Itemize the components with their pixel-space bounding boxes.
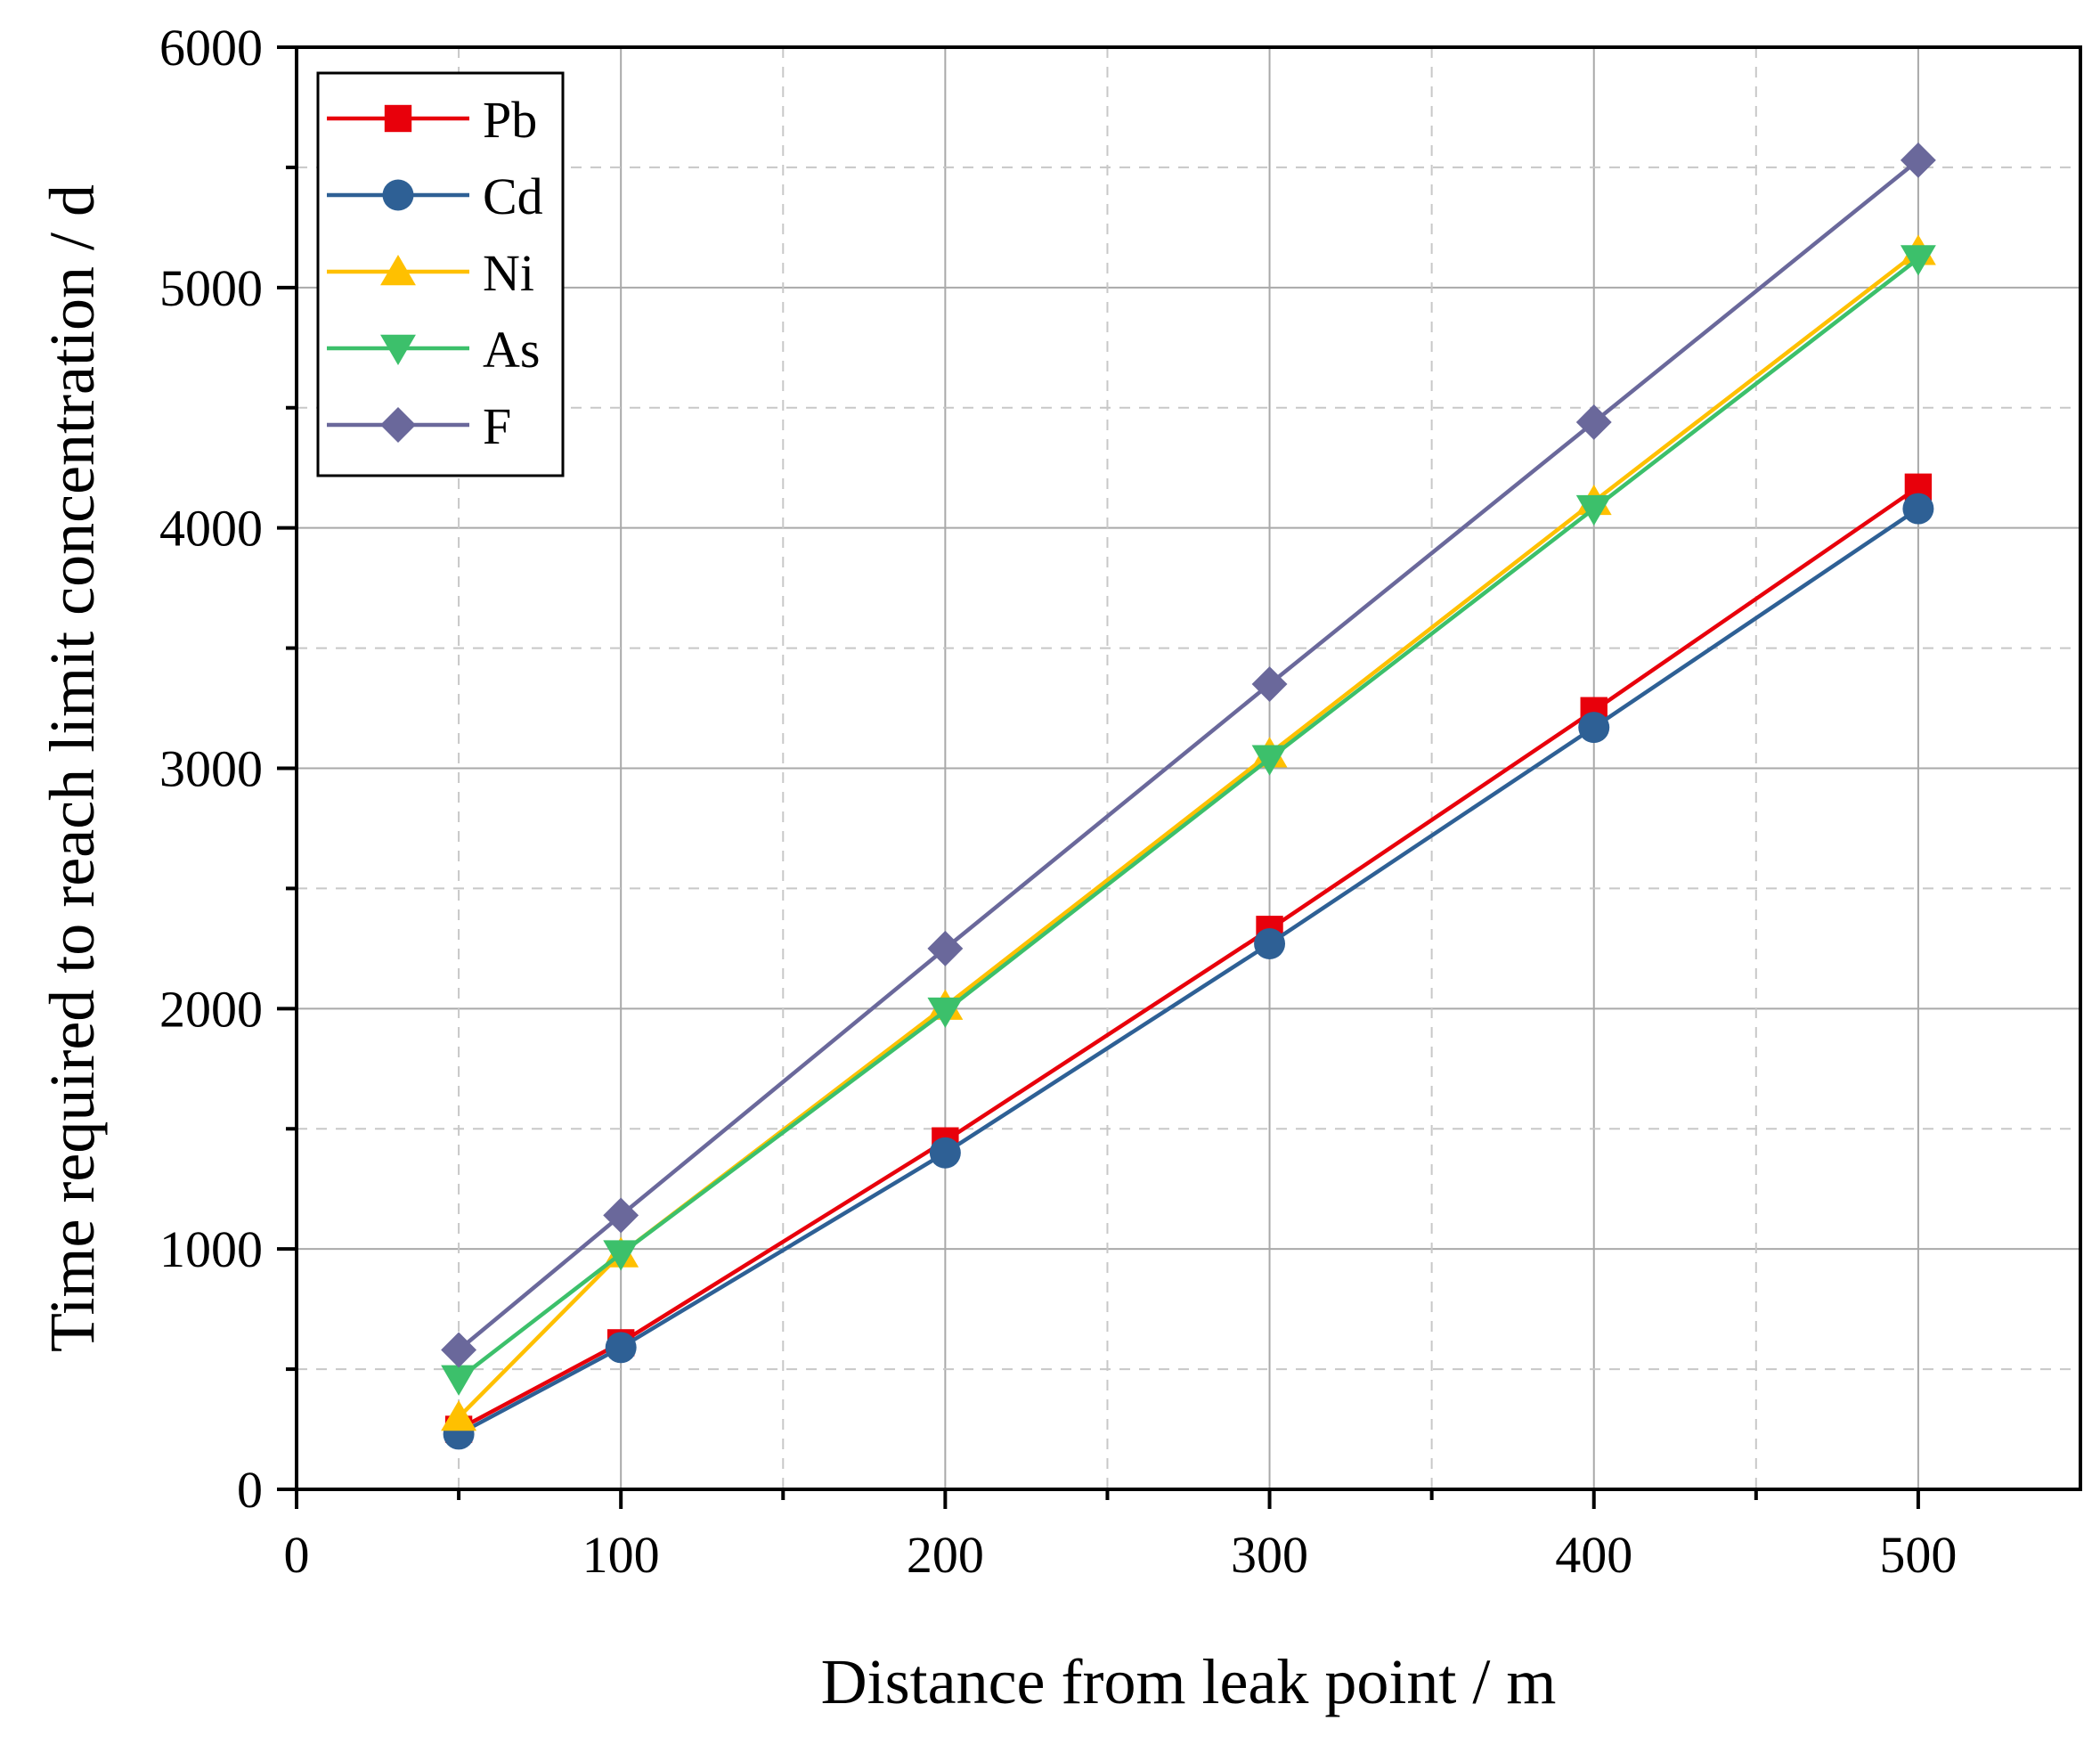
data-point-f: [1900, 142, 1936, 178]
series-line-ni: [457, 249, 1920, 1419]
data-point-as: [1575, 494, 1612, 526]
y-tick-label: 1000: [159, 1220, 263, 1278]
data-point-f: [927, 930, 964, 966]
x-tick-label: 0: [284, 1526, 310, 1584]
x-tick-label: 300: [1231, 1526, 1308, 1584]
x-axis-title: Distance from leak point / m: [821, 1646, 1557, 1717]
data-point-f: [1575, 404, 1612, 440]
data-point-as: [1251, 745, 1288, 776]
legend-item-f: F: [327, 397, 511, 455]
data-point-as: [603, 1240, 639, 1271]
axes: 0 100 200 300 400 500010002000300040005000600…: [159, 19, 1957, 1584]
series-as: [441, 245, 1936, 1396]
x-tick-label: 400: [1555, 1526, 1632, 1584]
y-tick-label: 0: [237, 1461, 263, 1519]
series-group: [441, 142, 1936, 1450]
legend-box: [316, 71, 565, 477]
data-point-f: [1251, 666, 1288, 703]
legend-label: Pb: [483, 91, 537, 149]
data-point-f: [603, 1197, 639, 1234]
legend-label: Cd: [483, 167, 543, 225]
y-tick-label: 2000: [159, 980, 263, 1038]
series-line-f: [457, 159, 1920, 1352]
series-pb: [444, 473, 1933, 1443]
data-point-as: [441, 1365, 477, 1396]
legend-item-cd: Cd: [327, 167, 543, 225]
series-line-cd: [458, 507, 1920, 1436]
data-point-ni: [441, 1400, 477, 1431]
data-point-cd: [929, 1137, 961, 1169]
legend-label: As: [483, 321, 540, 379]
x-tick-label: 500: [1879, 1526, 1957, 1584]
data-point-cd: [1578, 712, 1610, 744]
series-ni: [441, 234, 1936, 1431]
data-point-cd: [1902, 493, 1934, 525]
legend-item-pb: Pb: [327, 91, 537, 149]
legend-marker: [382, 179, 414, 211]
legend-item-ni: Ni: [327, 244, 534, 302]
data-point-f: [441, 1332, 477, 1368]
legend-marker: [380, 334, 416, 365]
y-tick-label: 3000: [159, 740, 263, 798]
y-axis-title: Time required to reach limit concentrati…: [37, 184, 108, 1352]
legend-marker: [380, 255, 416, 286]
data-point-as: [927, 997, 964, 1029]
y-tick-label: 6000: [159, 19, 263, 77]
legend-label: Ni: [483, 244, 534, 302]
y-tick-label: 5000: [159, 259, 263, 317]
legend-marker: [384, 104, 412, 133]
series-line-pb: [458, 485, 1920, 1431]
series-line-as: [457, 257, 1920, 1381]
legend: Pb Cd Ni As F: [316, 71, 565, 477]
legend-label: F: [483, 397, 511, 455]
data-point-cd: [1254, 927, 1286, 959]
legend-item-as: As: [327, 321, 540, 379]
series-cd: [443, 493, 1934, 1450]
data-point-as: [1900, 245, 1936, 276]
data-point-cd: [605, 1332, 637, 1364]
legend-marker: [380, 407, 416, 443]
x-tick-label: 100: [582, 1526, 660, 1584]
y-tick-label: 4000: [159, 500, 263, 558]
x-tick-label: 200: [907, 1526, 984, 1584]
series-f: [441, 142, 1936, 1368]
